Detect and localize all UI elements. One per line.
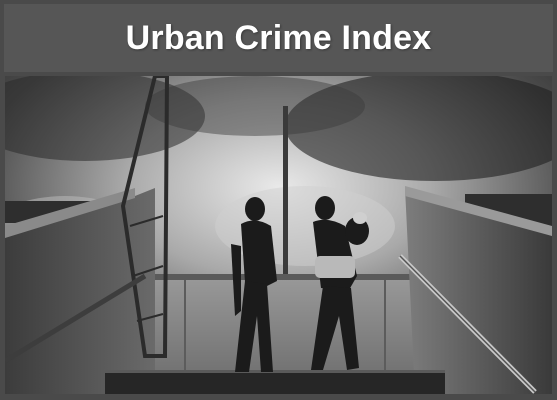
- baby-carrier: [345, 217, 369, 245]
- left-wall-top: [5, 188, 135, 238]
- back-wall: [155, 274, 415, 384]
- left-wall: [5, 188, 155, 394]
- title-bar: Urban Crime Index: [4, 4, 553, 72]
- photo: [5, 76, 552, 394]
- right-wall-top: [405, 186, 552, 236]
- stairs: [105, 372, 445, 394]
- right-wall: [405, 188, 552, 394]
- left-handrail: [5, 273, 147, 364]
- handbag: [315, 256, 355, 278]
- photo-image: [5, 76, 552, 394]
- dark-cloud: [145, 76, 365, 136]
- gate: [120, 76, 170, 358]
- slide-title: Urban Crime Index: [125, 18, 432, 57]
- person-silhouette-left: [231, 197, 277, 372]
- baby-hat: [353, 212, 367, 224]
- dark-cloud: [5, 76, 205, 161]
- dark-cloud: [285, 76, 552, 181]
- pole: [283, 106, 288, 276]
- wall-top-edge: [155, 274, 415, 280]
